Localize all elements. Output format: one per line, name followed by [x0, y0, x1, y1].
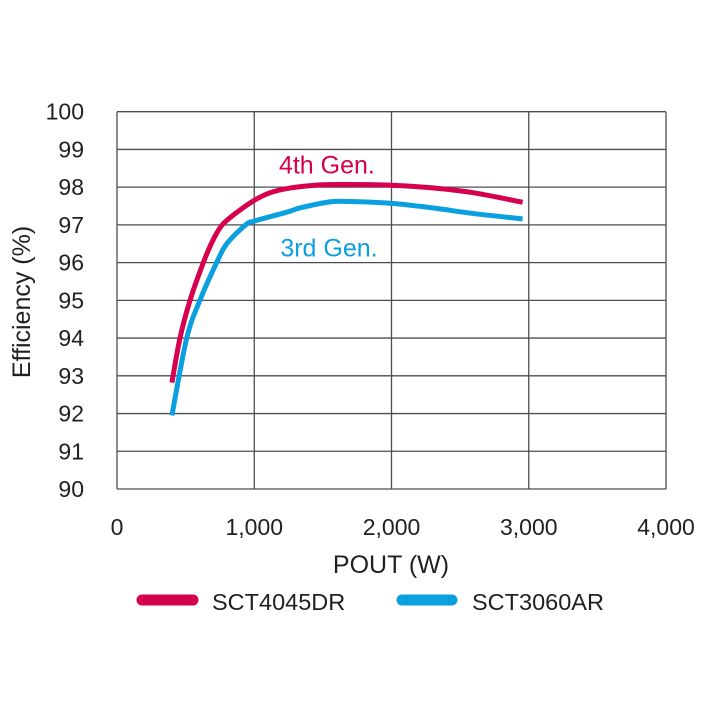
annotation-3rd-gen: 3rd Gen. — [280, 235, 377, 263]
legend-label-sct4045dr: SCT4045DR — [212, 589, 345, 615]
y-tick-label: 96 — [58, 250, 84, 276]
x-tick-label: 0 — [111, 514, 124, 540]
y-axis-title: Efficiency (%) — [8, 226, 36, 378]
y-tick-label: 94 — [58, 325, 84, 351]
x-tick-label: 1,000 — [225, 514, 283, 540]
legend-label-sct3060ar: SCT3060AR — [472, 589, 604, 615]
x-tick-label: 4,000 — [637, 514, 695, 540]
y-tick-label: 99 — [58, 136, 84, 162]
y-tick-label: 93 — [58, 363, 84, 389]
y-axis-ticks: 90 91 92 93 94 95 96 97 98 99 100 — [46, 99, 85, 502]
y-tick-label: 97 — [58, 212, 84, 238]
legend-item-sct3060ar[interactable]: SCT3060AR — [396, 589, 604, 615]
y-tick-label: 92 — [58, 401, 84, 427]
y-tick-label: 91 — [58, 438, 84, 464]
series-line-sct3060ar — [169, 198, 523, 416]
y-tick-label: 90 — [58, 476, 84, 502]
x-tick-label: 2,000 — [363, 514, 421, 540]
legend: SCT4045DR SCT3060AR — [136, 589, 604, 615]
x-axis-ticks: 0 1,000 2,000 3,000 4,000 — [111, 514, 695, 540]
legend-item-sct4045dr[interactable]: SCT4045DR — [136, 589, 345, 615]
y-tick-label: 95 — [58, 287, 84, 313]
x-axis-title: POUT (W) — [333, 551, 449, 579]
annotations: 4th Gen. 3rd Gen. — [279, 152, 378, 263]
annotation-4th-gen: 4th Gen. — [279, 152, 375, 180]
x-tick-label: 3,000 — [500, 514, 558, 540]
y-tick-label: 98 — [58, 174, 84, 200]
grid — [116, 111, 667, 490]
series-line-sct4045dr — [169, 181, 524, 384]
series-lines — [169, 181, 524, 416]
y-tick-label: 100 — [46, 99, 84, 125]
